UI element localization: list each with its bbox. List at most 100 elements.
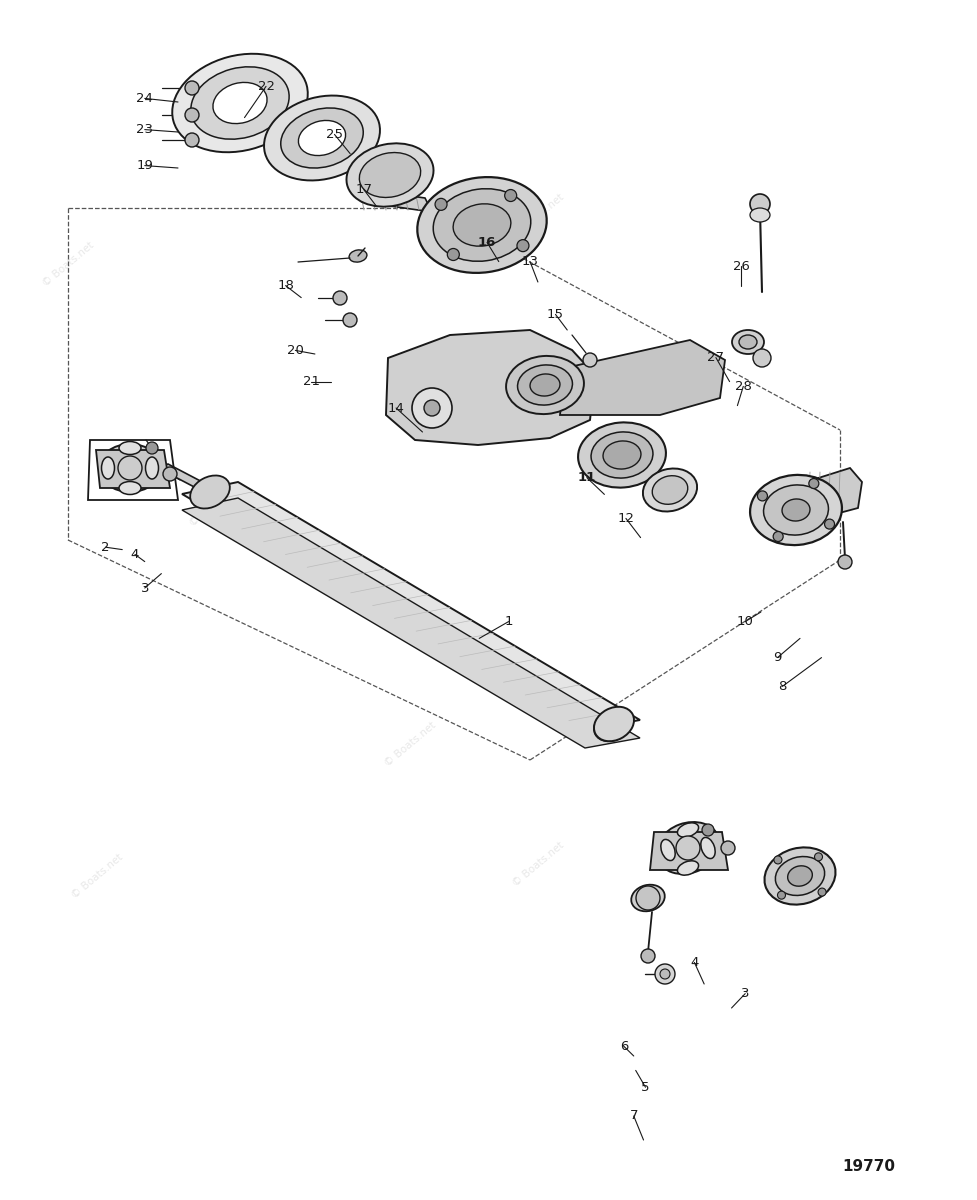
Polygon shape [650,832,727,870]
Polygon shape [560,340,724,415]
Text: 25: 25 [325,128,343,140]
Text: 11: 11 [577,472,595,484]
Polygon shape [96,450,170,488]
Ellipse shape [764,847,834,905]
Ellipse shape [433,188,531,262]
Ellipse shape [782,499,809,521]
Text: 23: 23 [136,124,153,136]
Text: © Boats.net: © Boats.net [70,852,125,900]
Circle shape [773,532,783,541]
Ellipse shape [102,457,114,479]
Ellipse shape [590,432,653,478]
Circle shape [814,853,822,860]
Text: 27: 27 [706,352,724,364]
Text: 19770: 19770 [841,1159,894,1174]
Text: 4: 4 [690,956,698,968]
Text: 2: 2 [102,541,109,553]
Circle shape [655,964,674,984]
Text: 1: 1 [504,616,512,628]
Ellipse shape [359,152,420,198]
Ellipse shape [593,707,633,742]
Ellipse shape [701,838,714,858]
Text: 28: 28 [734,380,751,392]
Ellipse shape [280,108,362,168]
Text: 18: 18 [276,280,294,292]
Text: 8: 8 [778,680,786,692]
Ellipse shape [119,481,141,494]
Ellipse shape [190,475,230,509]
Ellipse shape [99,444,161,492]
Ellipse shape [452,204,510,246]
Ellipse shape [603,440,640,469]
Ellipse shape [652,475,687,504]
Text: © Boats.net: © Boats.net [41,240,96,288]
Ellipse shape [346,143,433,206]
Text: 6: 6 [619,1040,627,1052]
Circle shape [752,349,770,367]
Circle shape [808,479,818,488]
Text: 17: 17 [355,184,372,196]
Circle shape [837,554,851,569]
Circle shape [332,290,347,305]
Ellipse shape [660,840,674,860]
Circle shape [777,892,785,899]
Text: 10: 10 [736,616,753,628]
Circle shape [146,442,158,454]
Text: 13: 13 [521,256,538,268]
Ellipse shape [642,468,697,511]
Text: 3: 3 [141,582,149,594]
Circle shape [824,520,833,529]
Circle shape [773,856,782,864]
Text: 26: 26 [732,260,749,272]
Polygon shape [792,468,861,524]
Ellipse shape [119,442,141,455]
Ellipse shape [264,96,380,180]
Text: 16: 16 [478,236,495,248]
Circle shape [817,888,826,896]
Ellipse shape [417,178,546,272]
Text: © Boats.net: © Boats.net [188,480,242,528]
Ellipse shape [786,866,812,886]
Ellipse shape [505,356,583,414]
Polygon shape [158,464,210,490]
Polygon shape [386,330,594,445]
Text: 12: 12 [616,512,634,524]
Ellipse shape [731,330,763,354]
Text: 4: 4 [131,548,139,560]
Polygon shape [182,498,639,748]
Ellipse shape [749,475,841,545]
Ellipse shape [749,208,769,222]
Ellipse shape [630,884,664,911]
Ellipse shape [577,422,665,487]
Ellipse shape [517,365,572,406]
Text: 21: 21 [302,376,319,388]
Ellipse shape [298,120,345,156]
Ellipse shape [191,67,289,139]
Circle shape [582,353,596,367]
Circle shape [435,198,446,210]
Text: 3: 3 [741,988,748,1000]
Text: 15: 15 [546,308,564,320]
Circle shape [756,491,767,500]
Circle shape [343,313,357,328]
Circle shape [424,400,440,416]
Circle shape [720,841,735,854]
Ellipse shape [593,709,631,742]
Circle shape [659,968,669,979]
Ellipse shape [763,485,828,535]
Ellipse shape [172,54,308,152]
Text: © Boats.net: © Boats.net [383,720,438,768]
Circle shape [635,886,659,910]
Text: 24: 24 [136,92,153,104]
Ellipse shape [677,860,698,875]
Circle shape [185,108,198,122]
Ellipse shape [656,822,719,874]
Circle shape [163,467,177,481]
Polygon shape [182,482,639,730]
Text: 22: 22 [257,80,275,92]
Ellipse shape [530,374,560,396]
Circle shape [411,388,451,428]
Ellipse shape [146,457,158,479]
Circle shape [517,240,529,252]
Ellipse shape [213,83,267,124]
